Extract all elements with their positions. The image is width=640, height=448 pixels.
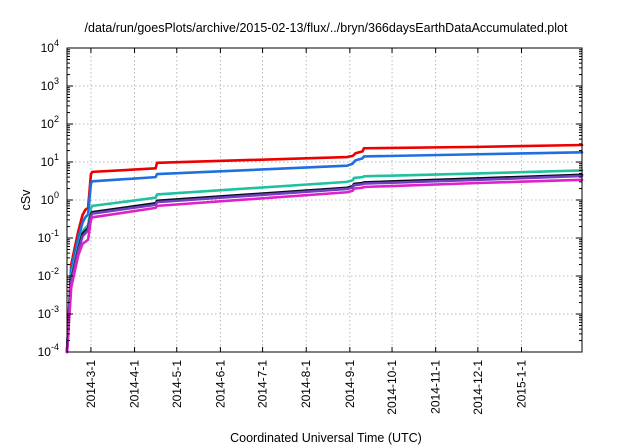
y-tick-label: 10-3 <box>38 304 59 321</box>
x-axis-title: Coordinated Universal Time (UTC) <box>230 431 422 445</box>
series-line-1 <box>65 143 584 354</box>
x-tick-label: 2014-11-1 <box>429 360 443 414</box>
y-tick-label: 10-2 <box>38 266 59 283</box>
y-tick-label: 102 <box>41 114 59 131</box>
y-tick-label: 100 <box>41 190 59 207</box>
series-line-6 <box>65 178 584 354</box>
series-line-5 <box>65 174 584 354</box>
series-line-3 <box>65 169 584 354</box>
y-tick-label: 101 <box>41 152 59 169</box>
grid <box>67 48 582 352</box>
x-tick-label: 2014-12-1 <box>471 360 485 415</box>
y-axis-title: cSv <box>19 189 33 211</box>
y-axis: 10-4 10-3 10-2 10-1 100 101 102 103 104 <box>38 38 582 359</box>
x-tick-label: 2014-5-1 <box>170 360 184 408</box>
chart-title: /data/run/goesPlots/archive/2015-02-13/f… <box>85 21 568 35</box>
x-tick-label: 2014-6-1 <box>213 360 227 408</box>
x-tick-label: 2014-4-1 <box>128 360 142 408</box>
series-line-2 <box>65 151 584 354</box>
y-tick-label: 103 <box>41 76 59 93</box>
x-tick-label: 2014-9-1 <box>343 360 357 408</box>
y-tick-label: 104 <box>41 38 59 55</box>
x-tick-label: 2015-1-1 <box>514 360 528 408</box>
x-tick-label: 2014-3-1 <box>84 360 98 408</box>
x-axis: 2014-3-1 2014-4-1 2014-5-1 2014-6-1 2014-7-1… <box>84 48 528 415</box>
x-tick-label: 2014-10-1 <box>385 360 399 415</box>
plot-series <box>65 143 584 354</box>
series-line-4 <box>65 173 584 354</box>
x-tick-label: 2014-8-1 <box>299 360 313 408</box>
y-tick-label: 10-4 <box>38 342 59 359</box>
y-tick-label: 10-1 <box>38 228 59 245</box>
x-tick-label: 2014-7-1 <box>256 360 270 408</box>
